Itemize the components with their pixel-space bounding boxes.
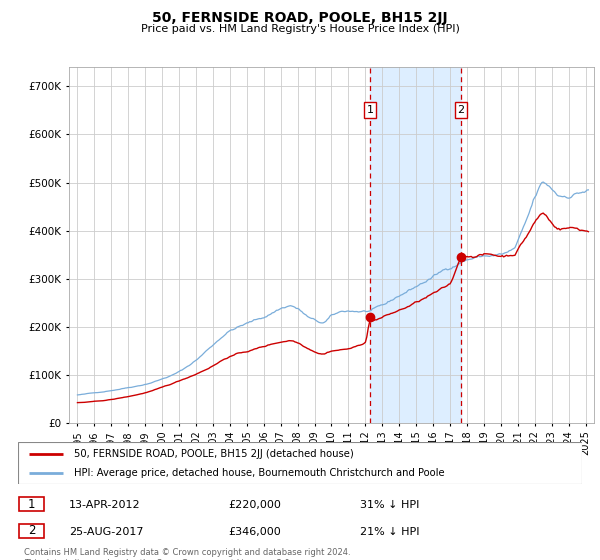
Text: HPI: Average price, detached house, Bournemouth Christchurch and Poole: HPI: Average price, detached house, Bour… [74, 469, 445, 478]
Text: 50, FERNSIDE ROAD, POOLE, BH15 2JJ: 50, FERNSIDE ROAD, POOLE, BH15 2JJ [152, 11, 448, 25]
Text: 21% ↓ HPI: 21% ↓ HPI [360, 527, 419, 537]
Text: Price paid vs. HM Land Registry's House Price Index (HPI): Price paid vs. HM Land Registry's House … [140, 24, 460, 34]
Text: 31% ↓ HPI: 31% ↓ HPI [360, 500, 419, 510]
Text: 2: 2 [28, 524, 35, 538]
Text: 1: 1 [367, 105, 374, 115]
Text: £346,000: £346,000 [228, 527, 281, 537]
Text: 2: 2 [457, 105, 464, 115]
Text: £220,000: £220,000 [228, 500, 281, 510]
Text: Contains HM Land Registry data © Crown copyright and database right 2024.
This d: Contains HM Land Registry data © Crown c… [24, 548, 350, 560]
Text: 25-AUG-2017: 25-AUG-2017 [69, 527, 143, 537]
Text: 1: 1 [28, 497, 35, 511]
Bar [370, 67, 461, 423]
Text: 50, FERNSIDE ROAD, POOLE, BH15 2JJ (detached house): 50, FERNSIDE ROAD, POOLE, BH15 2JJ (deta… [74, 449, 354, 459]
Text: 13-APR-2012: 13-APR-2012 [69, 500, 140, 510]
